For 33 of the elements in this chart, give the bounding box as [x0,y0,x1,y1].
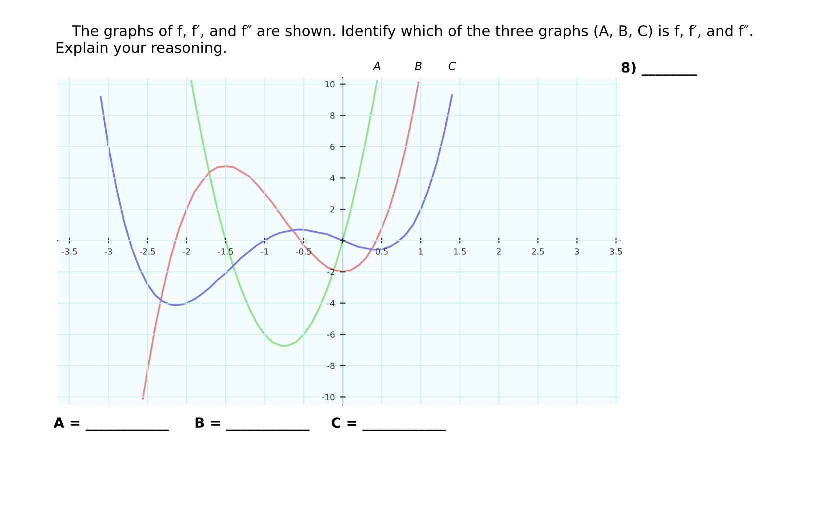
x-tick-label: -2.5 [140,248,156,255]
series-label: A [372,62,380,70]
x-tick-label: -1 [261,248,268,255]
x-tick-label: 2.5 [532,248,544,255]
y-tick-label: 6 [330,144,335,150]
y-tick-label: -8 [327,362,335,370]
y-tick-label: -4 [327,300,335,307]
y-tick-label: 2 [330,206,334,213]
line-series [142,82,420,400]
text: 8) ________ [622,62,698,76]
y-tick-label: -6 [327,332,335,338]
x-tick-label: -3 [104,248,112,255]
text: B = ____________ [196,418,310,432]
y-tick-label: -2 [327,269,334,276]
x-tick-label: 1 [419,248,423,255]
x-tick-label: 2 [497,248,501,255]
x-tick-label: -2 [183,248,190,255]
series-label: B [415,62,422,70]
line-series [100,94,454,306]
text: C = ____________ [332,418,446,432]
y-tick-label: -10 [322,394,335,401]
x-tick-label: 3.5 [610,248,622,255]
y-tick-label: 10 [326,81,335,88]
text: A = ____________ [54,418,170,432]
x-tick-label: 1.5 [454,248,466,255]
chart-title: The graphs of f, f′, and f″ are shown. Identify which of the three graphs (A, B, C) is f, f′, and f″. [72,25,752,40]
y-tick-label: 8 [330,112,335,119]
x-tick-label: 0.5 [376,248,388,255]
y-tick-label: 4 [330,175,335,182]
text: C [448,62,456,70]
chart-subtitle: Explain your reasoning. [56,42,226,56]
x-tick-label: 3 [575,248,580,255]
x-tick-label: -3.5 [62,248,78,255]
